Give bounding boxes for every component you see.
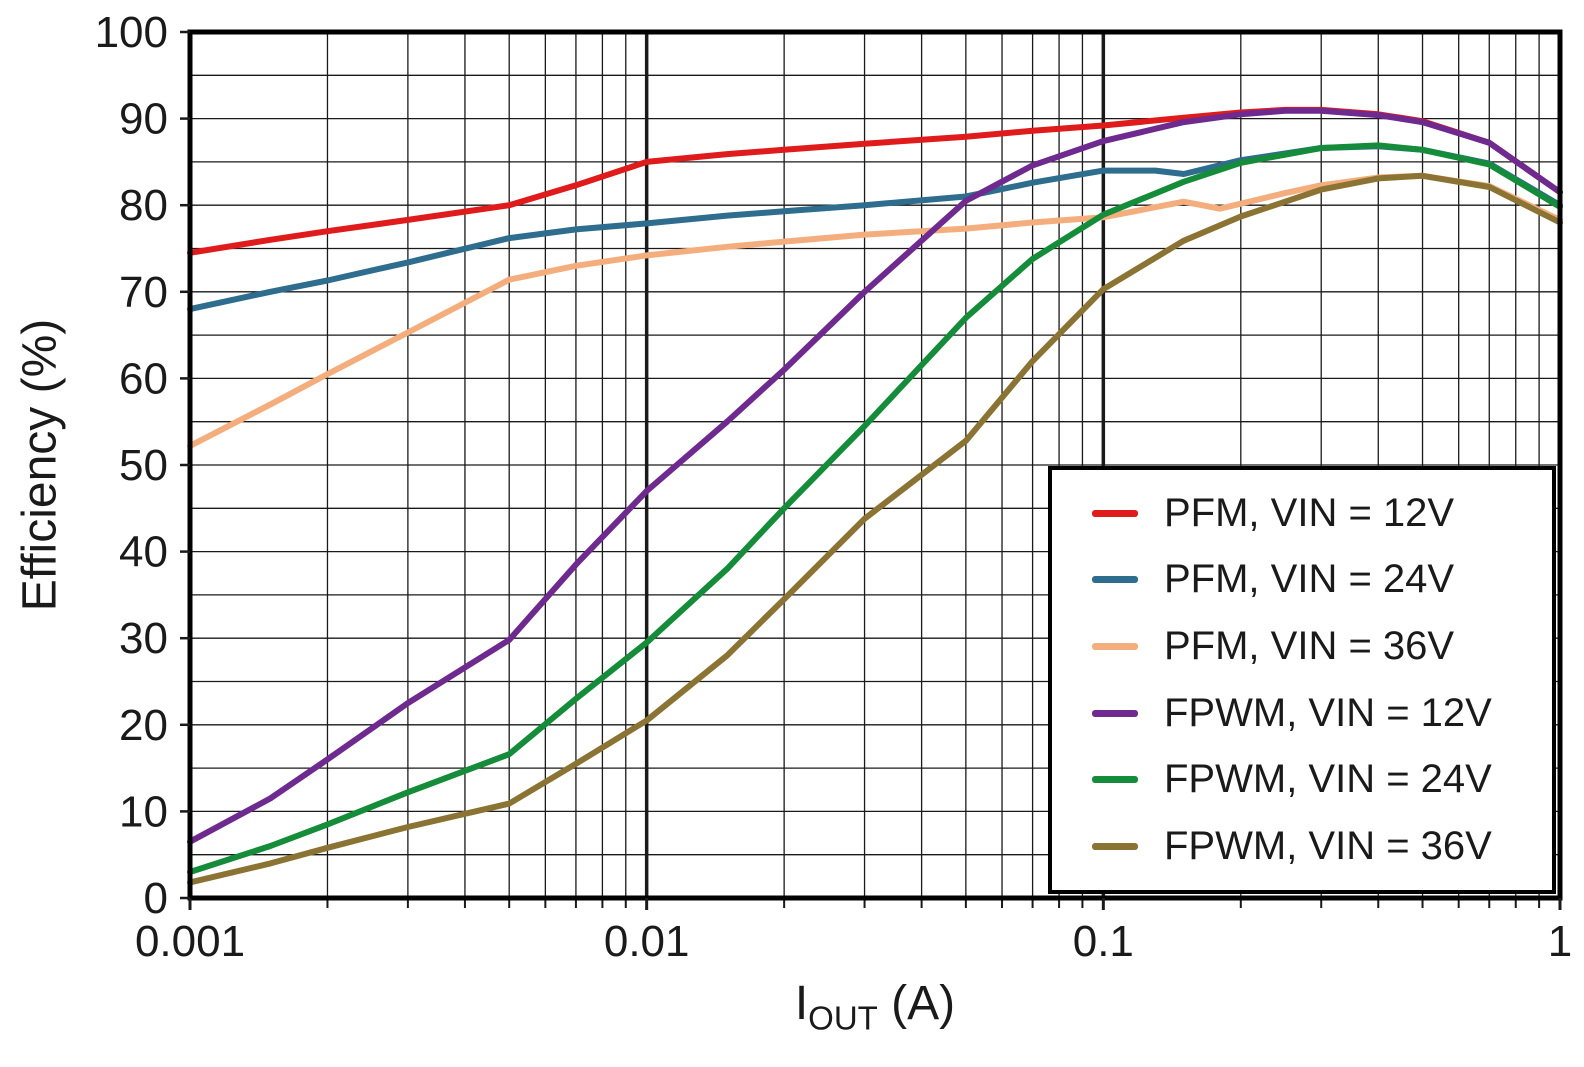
legend-label-pfm-12v: PFM, VIN = 12V [1164, 490, 1455, 535]
legend-item-pfm-36v: PFM, VIN = 36V [1092, 624, 1542, 669]
legend-swatch-pfm-12v [1092, 509, 1138, 517]
y-tick-label: 80 [119, 181, 168, 230]
y-tick-label: 90 [119, 95, 168, 144]
x-tick-label: 0.01 [604, 917, 690, 966]
x-axis-title-symbol: I [794, 977, 809, 1030]
y-tick-label: 20 [119, 701, 168, 750]
y-tick-label: 30 [119, 614, 168, 663]
x-axis-title: IOUT (A) [190, 976, 1560, 1038]
legend-item-pfm-24v: PFM, VIN = 24V [1092, 557, 1542, 602]
y-tick-label: 10 [119, 787, 168, 836]
legend-swatch-pfm-36v [1092, 643, 1138, 651]
series-line-fpwm-vin-12v [187, 107, 1563, 845]
x-tick-label: 0.1 [1073, 917, 1134, 966]
y-tick-label: 0 [144, 874, 168, 923]
y-tick-label: 50 [119, 441, 168, 490]
legend-label-fpwm-24v: FPWM, VIN = 24V [1164, 757, 1492, 802]
legend-item-fpwm-24v: FPWM, VIN = 24V [1092, 757, 1542, 802]
legend-label-pfm-36v: PFM, VIN = 36V [1164, 624, 1455, 669]
legend-swatch-fpwm-36v [1092, 843, 1138, 851]
legend-item-fpwm-36v: FPWM, VIN = 36V [1092, 824, 1542, 869]
legend-label-fpwm-12v: FPWM, VIN = 12V [1164, 690, 1492, 735]
y-tick-label: 60 [119, 354, 168, 403]
series-line-pfm-vin-36v [187, 172, 1563, 449]
x-tick-label: 1 [1548, 917, 1572, 966]
x-axis-title-subscript: OUT [808, 999, 878, 1037]
legend-label-pfm-24v: PFM, VIN = 24V [1164, 557, 1455, 602]
x-axis-title-unit: (A) [877, 977, 956, 1030]
y-tick-label: 100 [95, 8, 168, 57]
y-tick-label: 40 [119, 528, 168, 577]
legend-swatch-fpwm-12v [1092, 709, 1138, 717]
legend-box: PFM, VIN = 12V PFM, VIN = 24V PFM, VIN =… [1048, 466, 1556, 894]
legend-swatch-fpwm-24v [1092, 776, 1138, 784]
legend-item-fpwm-12v: FPWM, VIN = 12V [1092, 691, 1542, 736]
legend-swatch-pfm-24v [1092, 576, 1138, 584]
legend-item-pfm-12v: PFM, VIN = 12V [1092, 491, 1542, 536]
x-tick-label: 0.001 [135, 917, 245, 966]
y-axis-title: Efficiency (%) [13, 318, 67, 612]
series-line-fpwm-vin-24v [187, 142, 1563, 875]
y-tick-label: 70 [119, 268, 168, 317]
series-line-fpwm-vin-36v [187, 172, 1563, 886]
legend-label-fpwm-36v: FPWM, VIN = 36V [1164, 824, 1492, 869]
